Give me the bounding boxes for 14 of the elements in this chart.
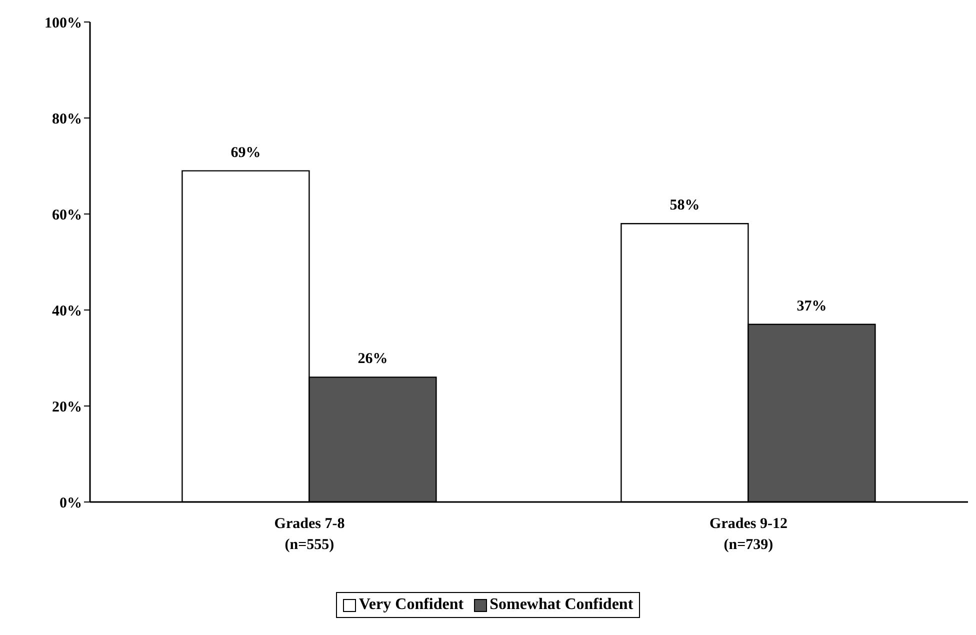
y-tick-label: 80% (52, 111, 82, 128)
x-tick-label: Grades 9-12 (n=739) (710, 516, 788, 553)
y-tick-label: 20% (52, 399, 82, 416)
data-label: 37% (796, 298, 827, 314)
data-label: 69% (230, 144, 261, 161)
y-tick-label: 100% (44, 15, 82, 32)
data-label: 26% (358, 351, 388, 368)
legend-label: Somewhat Confident (488, 596, 634, 614)
y-tick-label: 40% (52, 303, 82, 320)
data-label: 58% (670, 198, 700, 214)
y-tick-label: 60% (52, 207, 82, 224)
x-tick-label: Grades 7-8 (n=555) (274, 516, 345, 553)
legend-label: Very Confident (358, 596, 464, 614)
y-tick-label: 0% (60, 495, 82, 512)
